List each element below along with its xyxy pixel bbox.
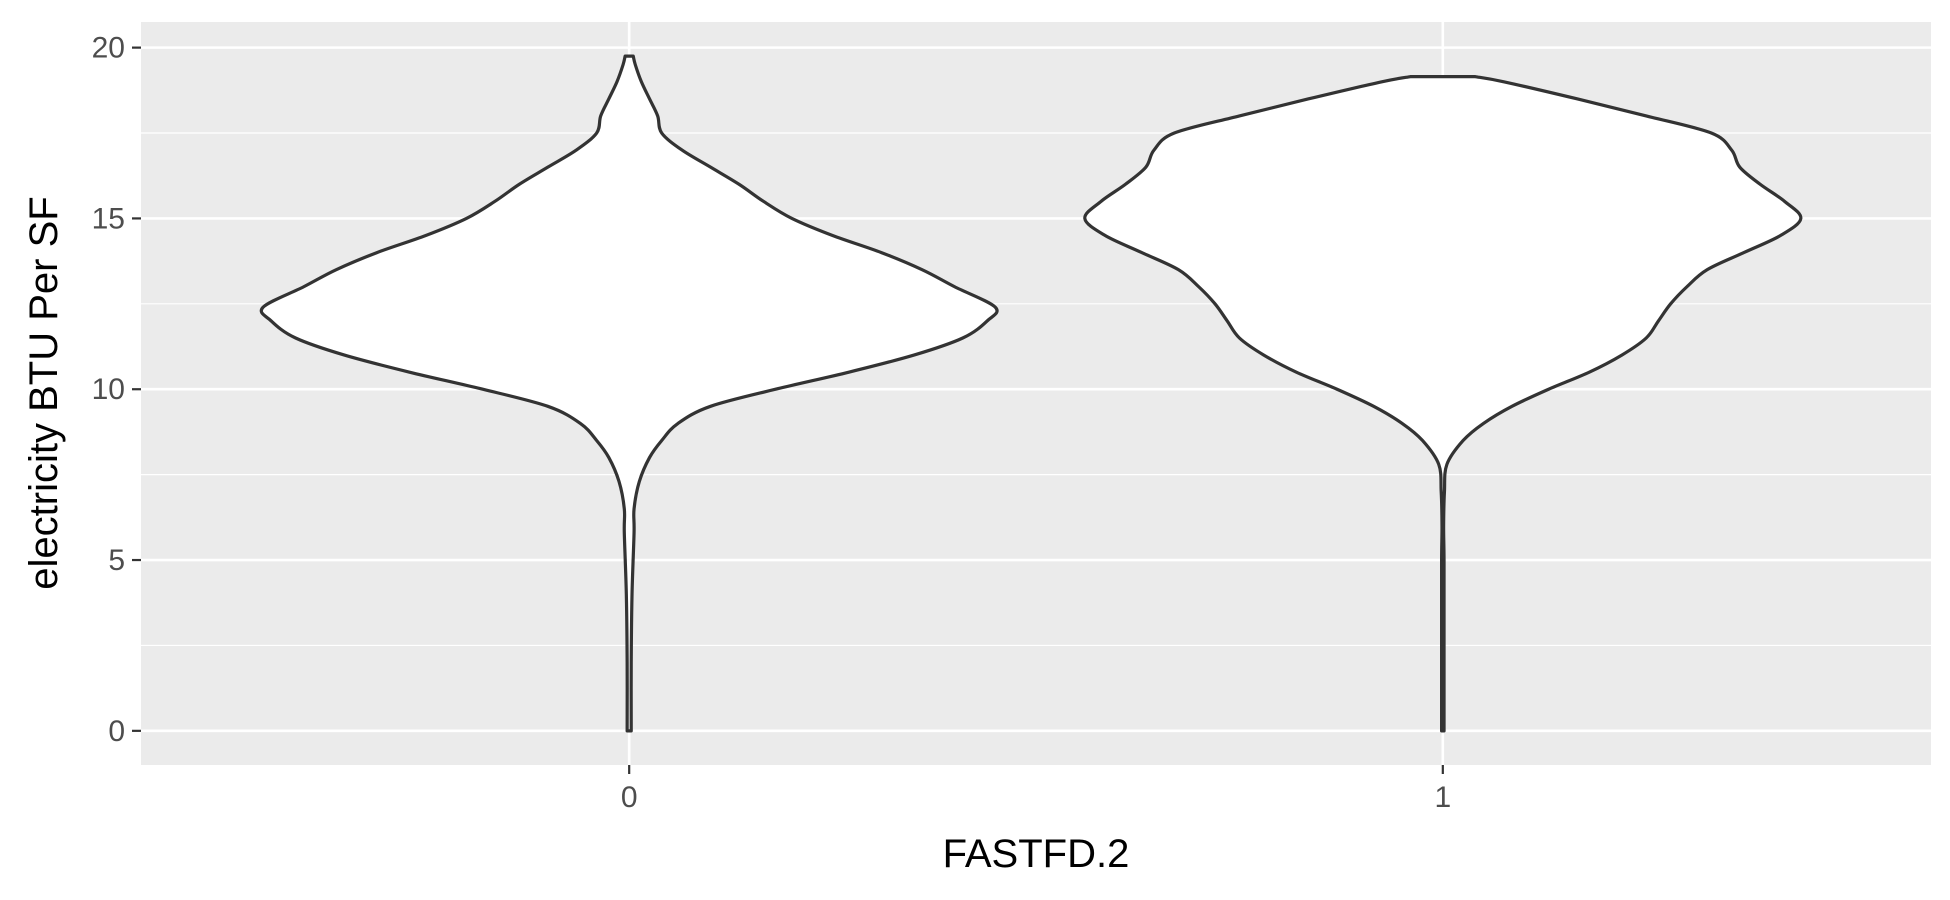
violins — [259, 54, 1803, 733]
x-tick-label: 1 — [1434, 781, 1451, 814]
y-axis-title: electricity BTU Per SF — [22, 196, 66, 589]
y-tick-label: 10 — [92, 373, 125, 406]
y-tick-label: 0 — [108, 715, 125, 748]
y-tick-label: 20 — [92, 32, 125, 65]
y-tick-label: 5 — [108, 544, 125, 577]
violin-1 — [1083, 75, 1803, 733]
y-axis: 0 5 10 15 20 — [92, 32, 141, 748]
violin-0 — [259, 54, 999, 733]
x-axis-title: FASTFD.2 — [943, 832, 1130, 876]
y-tick-label: 15 — [92, 202, 125, 235]
x-tick-label: 0 — [621, 781, 638, 814]
